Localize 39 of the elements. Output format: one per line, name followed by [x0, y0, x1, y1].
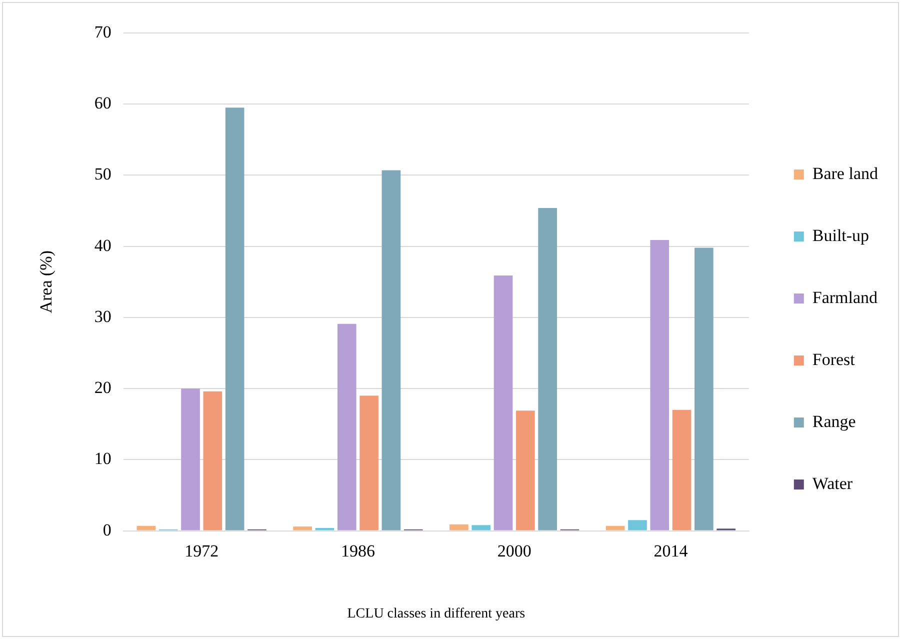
bar: [516, 410, 535, 530]
legend-label: Bare land: [812, 164, 878, 183]
legend-label: Range: [812, 412, 856, 431]
bar: [538, 208, 557, 530]
bar: [315, 528, 334, 530]
y-tick-label: 50: [94, 164, 112, 184]
y-tick-label: 30: [94, 306, 112, 326]
x-tick-label: 2014: [654, 541, 688, 560]
bar: [225, 108, 244, 530]
bar: [136, 526, 156, 530]
bar: [450, 524, 468, 530]
y-axis-title: Area (%): [36, 250, 56, 314]
bar: [382, 170, 401, 530]
y-tick-label: 0: [102, 520, 112, 540]
x-tick-label: 2000: [497, 541, 532, 560]
bar: [606, 526, 625, 530]
bar: [472, 525, 491, 530]
y-tick-label: 20: [94, 378, 112, 398]
bar: [672, 410, 692, 530]
x-axis-title: LCLU classes in different years: [347, 606, 526, 622]
legend-label: Water: [812, 474, 853, 493]
x-tick-label: 1972: [184, 541, 219, 560]
y-tick-label: 10: [94, 449, 112, 468]
y-tick-label: 70: [94, 22, 112, 42]
bar: [337, 324, 356, 530]
legend-label: Forest: [812, 350, 856, 369]
bar: [694, 248, 714, 530]
y-tick-label: 40: [94, 236, 112, 255]
legend-label: Farmland: [812, 288, 878, 307]
bar: [628, 520, 647, 530]
y-tick-label: 60: [94, 94, 112, 113]
bar: [181, 388, 200, 530]
bar: [203, 391, 222, 530]
x-tick-label: 1986: [340, 541, 375, 560]
bar: [293, 526, 312, 530]
bar: [360, 396, 378, 530]
bar: [650, 240, 670, 530]
legend-label: Built-up: [812, 226, 870, 245]
bar: [494, 276, 513, 530]
